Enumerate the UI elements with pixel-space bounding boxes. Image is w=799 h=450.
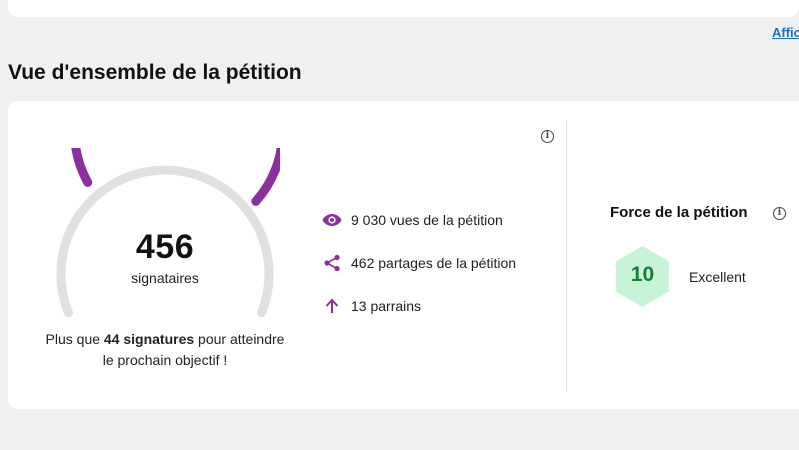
section-divider — [566, 120, 567, 392]
strength-info-icon[interactable]: i — [773, 207, 786, 220]
arrow-up-icon — [322, 296, 342, 316]
strength-rating: Excellent — [689, 269, 746, 285]
stat-views: 9 030 vues de la pétition — [322, 210, 503, 230]
share-icon — [322, 253, 342, 273]
goal-suffix: pour atteindre le prochain objectif ! — [102, 331, 285, 368]
show-more-link[interactable]: Affic — [772, 25, 799, 40]
strength-title: Force de la pétition — [610, 204, 748, 221]
stat-sponsors: 13 parrains — [322, 296, 421, 316]
goal-highlight: 44 signatures — [103, 331, 195, 347]
info-icon[interactable]: i — [541, 130, 554, 143]
stat-sponsors-text: 13 parrains — [351, 298, 422, 314]
petition-overview-card — [8, 101, 799, 409]
stat-shares-text: 462 partages de la pétition — [351, 255, 517, 271]
signature-count: 456 — [135, 228, 195, 266]
strength-score-hexagon — [616, 246, 669, 307]
top-card — [8, 0, 799, 17]
stat-views-text: 9 030 vues de la pétition — [351, 212, 503, 228]
signature-progress-gauge — [56, 148, 280, 318]
goal-prefix: Plus que — [45, 331, 104, 347]
goal-message: Plus que 44 signatures pour atteindre le… — [45, 329, 285, 371]
section-title: Vue d'ensemble de la pétition — [8, 61, 302, 84]
gauge-track — [56, 165, 274, 318]
eye-icon — [322, 210, 342, 230]
stat-shares: 462 partages de la pétition — [322, 253, 516, 273]
strength-score: 10 — [630, 263, 655, 286]
signature-label: signataires — [131, 270, 199, 286]
